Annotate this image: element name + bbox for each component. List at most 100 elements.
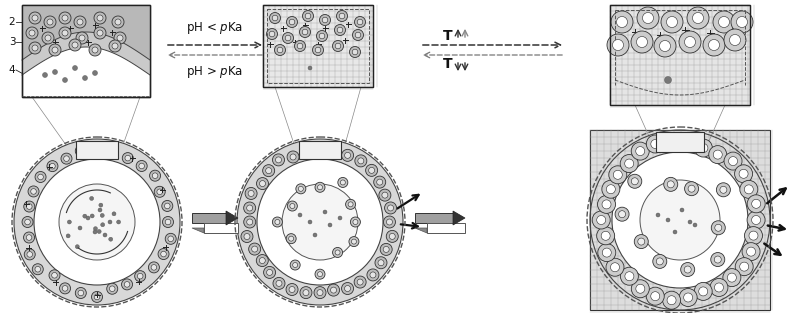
Circle shape — [366, 164, 378, 176]
Circle shape — [353, 29, 363, 40]
Circle shape — [275, 157, 282, 163]
Text: 2: 2 — [9, 17, 15, 27]
Circle shape — [122, 279, 133, 290]
Circle shape — [687, 7, 709, 29]
Circle shape — [32, 45, 38, 51]
Circle shape — [684, 266, 691, 273]
Circle shape — [333, 40, 343, 52]
Circle shape — [266, 28, 278, 39]
Circle shape — [42, 73, 47, 78]
Circle shape — [693, 13, 703, 23]
Circle shape — [601, 231, 610, 240]
Circle shape — [32, 15, 38, 21]
Circle shape — [134, 271, 146, 282]
Bar — [263, 5, 373, 87]
Circle shape — [382, 192, 388, 198]
Circle shape — [314, 287, 326, 299]
Circle shape — [168, 236, 174, 242]
Circle shape — [318, 185, 322, 190]
Bar — [76, 141, 118, 159]
Circle shape — [276, 280, 282, 286]
Circle shape — [302, 29, 308, 35]
Circle shape — [262, 165, 274, 177]
Circle shape — [631, 178, 638, 185]
Circle shape — [667, 139, 677, 148]
Circle shape — [636, 284, 645, 293]
Circle shape — [734, 165, 753, 183]
Circle shape — [282, 33, 294, 44]
Circle shape — [650, 292, 660, 301]
Circle shape — [83, 214, 87, 218]
Circle shape — [598, 195, 615, 213]
Circle shape — [303, 148, 309, 154]
Bar — [610, 5, 750, 105]
Circle shape — [638, 238, 645, 245]
Text: 4: 4 — [9, 65, 15, 75]
Circle shape — [597, 227, 614, 245]
Circle shape — [745, 227, 762, 245]
Circle shape — [90, 197, 94, 200]
Circle shape — [79, 35, 85, 41]
Circle shape — [78, 148, 83, 154]
Circle shape — [150, 170, 161, 181]
Bar — [22, 5, 150, 97]
Circle shape — [358, 158, 364, 164]
Circle shape — [351, 239, 357, 244]
Circle shape — [606, 185, 615, 194]
Circle shape — [664, 177, 678, 191]
Circle shape — [685, 37, 695, 48]
Circle shape — [337, 11, 347, 22]
Circle shape — [713, 11, 735, 33]
Circle shape — [653, 254, 666, 269]
Circle shape — [246, 205, 253, 211]
Circle shape — [62, 15, 68, 21]
Polygon shape — [22, 5, 150, 75]
Circle shape — [752, 199, 761, 208]
Circle shape — [709, 146, 726, 164]
Circle shape — [667, 181, 674, 188]
Circle shape — [237, 139, 403, 305]
Circle shape — [618, 211, 626, 218]
Circle shape — [257, 177, 269, 190]
Circle shape — [289, 286, 295, 293]
Circle shape — [679, 135, 697, 152]
Circle shape — [354, 17, 366, 28]
Circle shape — [74, 16, 86, 28]
Circle shape — [390, 233, 395, 239]
Circle shape — [345, 152, 350, 158]
Circle shape — [62, 285, 68, 291]
Circle shape — [252, 246, 258, 252]
Circle shape — [383, 246, 389, 252]
Circle shape — [286, 233, 296, 244]
Circle shape — [315, 269, 325, 279]
Circle shape — [75, 245, 79, 249]
Circle shape — [94, 294, 100, 300]
Circle shape — [740, 180, 758, 198]
Circle shape — [26, 204, 32, 209]
Circle shape — [377, 179, 382, 185]
Text: pH > $p$Ka: pH > $p$Ka — [186, 64, 243, 80]
Circle shape — [640, 180, 720, 260]
Circle shape — [98, 208, 102, 212]
Circle shape — [308, 220, 312, 224]
Circle shape — [740, 262, 749, 271]
Circle shape — [714, 256, 722, 263]
Circle shape — [112, 212, 116, 216]
Circle shape — [718, 17, 730, 28]
Circle shape — [93, 70, 98, 75]
Circle shape — [598, 244, 616, 262]
Circle shape — [379, 189, 391, 201]
Circle shape — [50, 163, 55, 169]
Circle shape — [28, 186, 39, 197]
Circle shape — [59, 27, 71, 39]
Circle shape — [67, 220, 71, 224]
Circle shape — [636, 146, 645, 156]
Circle shape — [607, 34, 629, 56]
Circle shape — [97, 229, 101, 233]
Circle shape — [100, 213, 104, 218]
Circle shape — [711, 221, 726, 235]
Bar — [415, 213, 453, 223]
Circle shape — [112, 43, 118, 49]
Polygon shape — [226, 211, 238, 225]
Circle shape — [737, 17, 747, 28]
